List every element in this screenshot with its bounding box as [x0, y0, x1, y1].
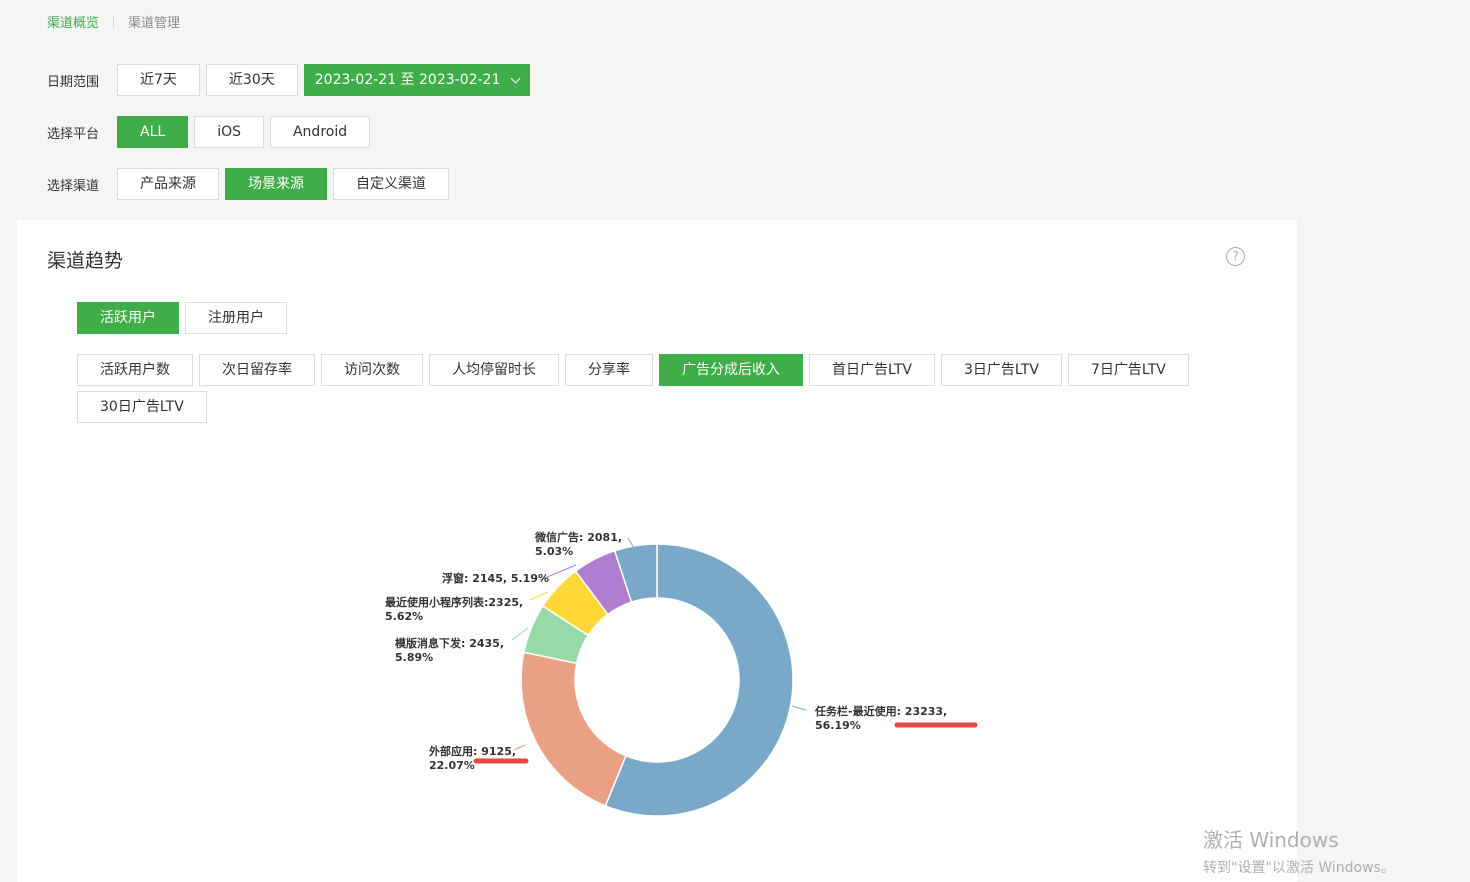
metric-share-rate[interactable]: 分享率: [565, 354, 653, 386]
slice-percent-label: 5.03%: [535, 545, 573, 558]
slice-label: 最近使用小程序列表:2325,: [385, 595, 523, 609]
slice-label: 浮窗: 2145, 5.19%: [442, 571, 549, 585]
donut-slice[interactable]: [520, 651, 627, 807]
slice-label-line: [539, 564, 577, 581]
breadcrumb-overview[interactable]: 渠道概览: [47, 16, 100, 31]
windows-activation-watermark: 激活 Windows 转到"设置"以激活 Windows。: [1203, 824, 1395, 877]
channel-custom-button[interactable]: 自定义渠道: [333, 168, 449, 200]
slice-label-line: [529, 591, 549, 601]
date-range-value: 2023-02-21 至 2023-02-21: [314, 72, 501, 88]
breadcrumb-divider: [113, 14, 115, 29]
channel-product-source-button[interactable]: 产品来源: [117, 168, 219, 200]
slice-label-line: [511, 627, 529, 641]
metric-avg-stay-time[interactable]: 人均停留时长: [429, 354, 559, 386]
metric-active-user-count[interactable]: 活跃用户数: [77, 354, 193, 386]
date-range-picker[interactable]: 2023-02-21 至 2023-02-21: [303, 64, 531, 96]
breadcrumb: 渠道概览 渠道管理: [47, 12, 180, 31]
date-range-label: 日期范围: [47, 74, 100, 90]
channel-scene-source-button[interactable]: 场景来源: [225, 168, 327, 200]
slice-label-line: [513, 744, 526, 751]
slice-label: 任务栏-最近使用: 23233,: [814, 704, 947, 718]
metric-day3-ad-ltv[interactable]: 3日广告LTV: [941, 354, 1062, 386]
tab-active-users[interactable]: 活跃用户: [77, 302, 179, 334]
channel-label: 选择渠道: [47, 178, 100, 194]
slice-percent-label: 5.89%: [395, 651, 433, 664]
date-filter-row: 日期范围 近7天 近30天 2023-02-21 至 2023-02-21: [47, 64, 536, 96]
platform-filter-row: 选择平台 ALL iOS Android: [47, 116, 376, 148]
watermark-title: 激活 Windows: [1203, 828, 1339, 852]
help-icon[interactable]: ?: [1226, 247, 1245, 266]
metric-ad-revenue[interactable]: 广告分成后收入: [659, 354, 803, 386]
platform-ios-button[interactable]: iOS: [194, 116, 264, 148]
last-30-days-button[interactable]: 近30天: [205, 64, 298, 96]
platform-all-button[interactable]: ALL: [117, 116, 189, 148]
slice-label-line: [627, 537, 635, 549]
slice-percent-label: 22.07%: [429, 759, 475, 772]
user-type-tabs: 活跃用户 注册用户: [77, 302, 293, 334]
metric-next-day-retention[interactable]: 次日留存率: [199, 354, 315, 386]
watermark-subtitle: 转到"设置"以激活 Windows。: [1203, 860, 1395, 876]
slice-percent-label: 56.19%: [815, 719, 861, 732]
breadcrumb-manage[interactable]: 渠道管理: [128, 16, 181, 31]
metric-day7-ad-ltv[interactable]: 7日广告LTV: [1067, 354, 1189, 386]
last-7-days-button[interactable]: 近7天: [117, 64, 200, 96]
card-title: 渠道趋势: [47, 250, 124, 272]
donut-slice[interactable]: [604, 543, 794, 817]
tab-registered-users[interactable]: 注册用户: [185, 302, 287, 334]
metric-day1-ad-ltv[interactable]: 首日广告LTV: [809, 354, 936, 386]
slice-label: 模版消息下发: 2435,: [395, 636, 504, 650]
slice-percent-label: 5.62%: [385, 610, 423, 623]
donut-slice[interactable]: [613, 543, 658, 604]
platform-label: 选择平台: [47, 126, 100, 142]
slice-label: 外部应用: 9125,: [428, 744, 516, 758]
platform-android-button[interactable]: Android: [269, 116, 371, 148]
metric-visit-count[interactable]: 访问次数: [321, 354, 423, 386]
metric-day30-ad-ltv[interactable]: 30日广告LTV: [77, 391, 207, 423]
slice-label-line: [791, 705, 807, 711]
slice-label: 微信广告: 2081,: [534, 530, 622, 544]
channel-filter-row: 选择渠道 产品来源 场景来源 自定义渠道: [47, 168, 455, 200]
metric-tabs: 活跃用户数 次日留存率 访问次数 人均停留时长 分享率 广告分成后收入 首日广告…: [77, 354, 1207, 428]
